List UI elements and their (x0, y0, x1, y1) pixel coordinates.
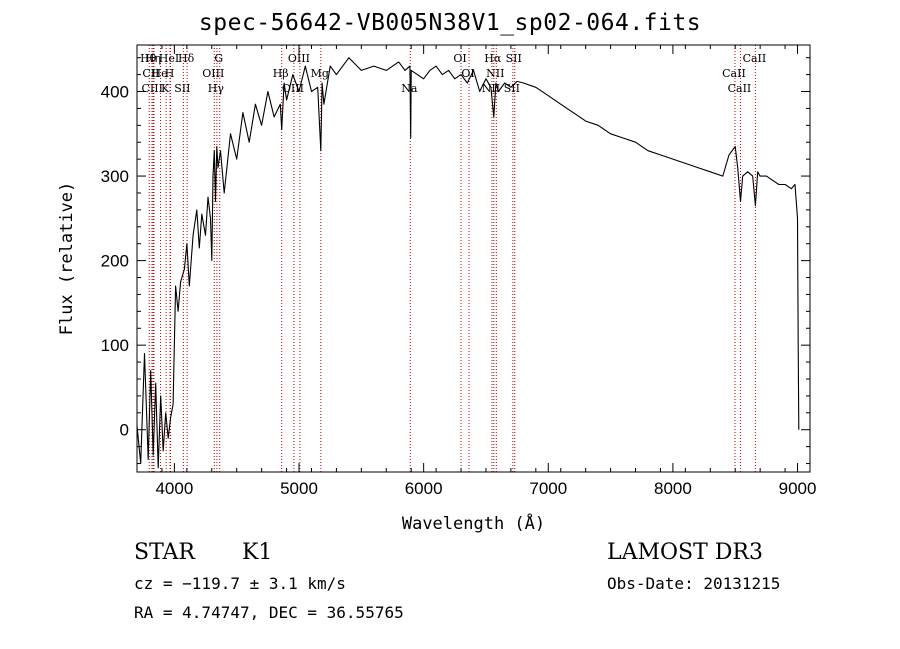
flux-series-line (136, 57, 800, 469)
spectral-line-label: Mg (311, 67, 329, 80)
y-axis-label: Flux (relative) (57, 182, 77, 336)
x-tick-label: 5000 (280, 479, 318, 498)
spectral-line-label: OIII (288, 52, 310, 65)
ra-dec-readout: RA = 4.74747, DEC = 36.55765 (134, 603, 404, 622)
survey-label: LAMOST DR3 (607, 540, 763, 565)
spectral-line-label: CII (142, 67, 159, 80)
spectral-line-label: Hδ (178, 52, 195, 65)
spectral-line-label: Na (401, 82, 418, 95)
object-class: STAR (134, 540, 195, 565)
obs-date: Obs-Date: 20131215 (607, 574, 781, 593)
spectral-line-label: OI (453, 52, 466, 65)
spectral-line-label: SII (504, 82, 520, 95)
spectral-line-label: CaII (722, 67, 746, 80)
spectral-line-label: K (161, 82, 170, 95)
spectral-line-label: HeI (159, 52, 179, 65)
spectral-line-label: OIII (282, 82, 304, 95)
spectral-line-label: Hη (145, 52, 161, 65)
spectral-line-label: H (165, 67, 175, 80)
x-axis-label: Wavelength (Å) (402, 512, 545, 534)
spectral-line-label: Hγ (208, 82, 225, 95)
x-tick-label: 8000 (654, 479, 692, 498)
chart-title: spec-56642-VB005N38V1_sp02-064.fits (198, 10, 702, 36)
redshift-readout: cz = −119.7 ± 3.1 km/s (134, 574, 346, 593)
spectral-line-label: G (214, 52, 223, 65)
spectral-line-label: CIII (141, 82, 162, 95)
x-tick-label: 7000 (529, 479, 567, 498)
spectral-line-label: Hθ (140, 52, 157, 65)
y-tick-label: 300 (101, 167, 129, 186)
y-tick-label: 400 (101, 83, 129, 102)
spectral-line-label: OI (461, 67, 474, 80)
x-tick-label: 9000 (779, 479, 817, 498)
y-tick-label: 0 (120, 421, 129, 440)
spectral-line-label: OIII (202, 67, 224, 80)
plot-frame (136, 44, 811, 473)
y-tick-label: 200 (101, 252, 129, 271)
x-tick-label: 6000 (405, 479, 443, 498)
spectral-line-label: SII (174, 82, 190, 95)
spectral-line-label: Hα (484, 52, 502, 65)
spectral-line-label: NII (486, 67, 504, 80)
spectral-line-label: NII (482, 82, 500, 95)
spectral-line-label: SII (506, 52, 522, 65)
x-tick-label: 4000 (155, 479, 193, 498)
spectral-line-label: CaII (728, 82, 752, 95)
spectral-line-label: He (152, 67, 168, 80)
y-tick-label: 100 (101, 336, 129, 355)
object-subclass: K1 (242, 540, 273, 565)
spectral-line-label: Hβ (273, 67, 289, 80)
spectral-line-label: CaII (743, 52, 767, 65)
